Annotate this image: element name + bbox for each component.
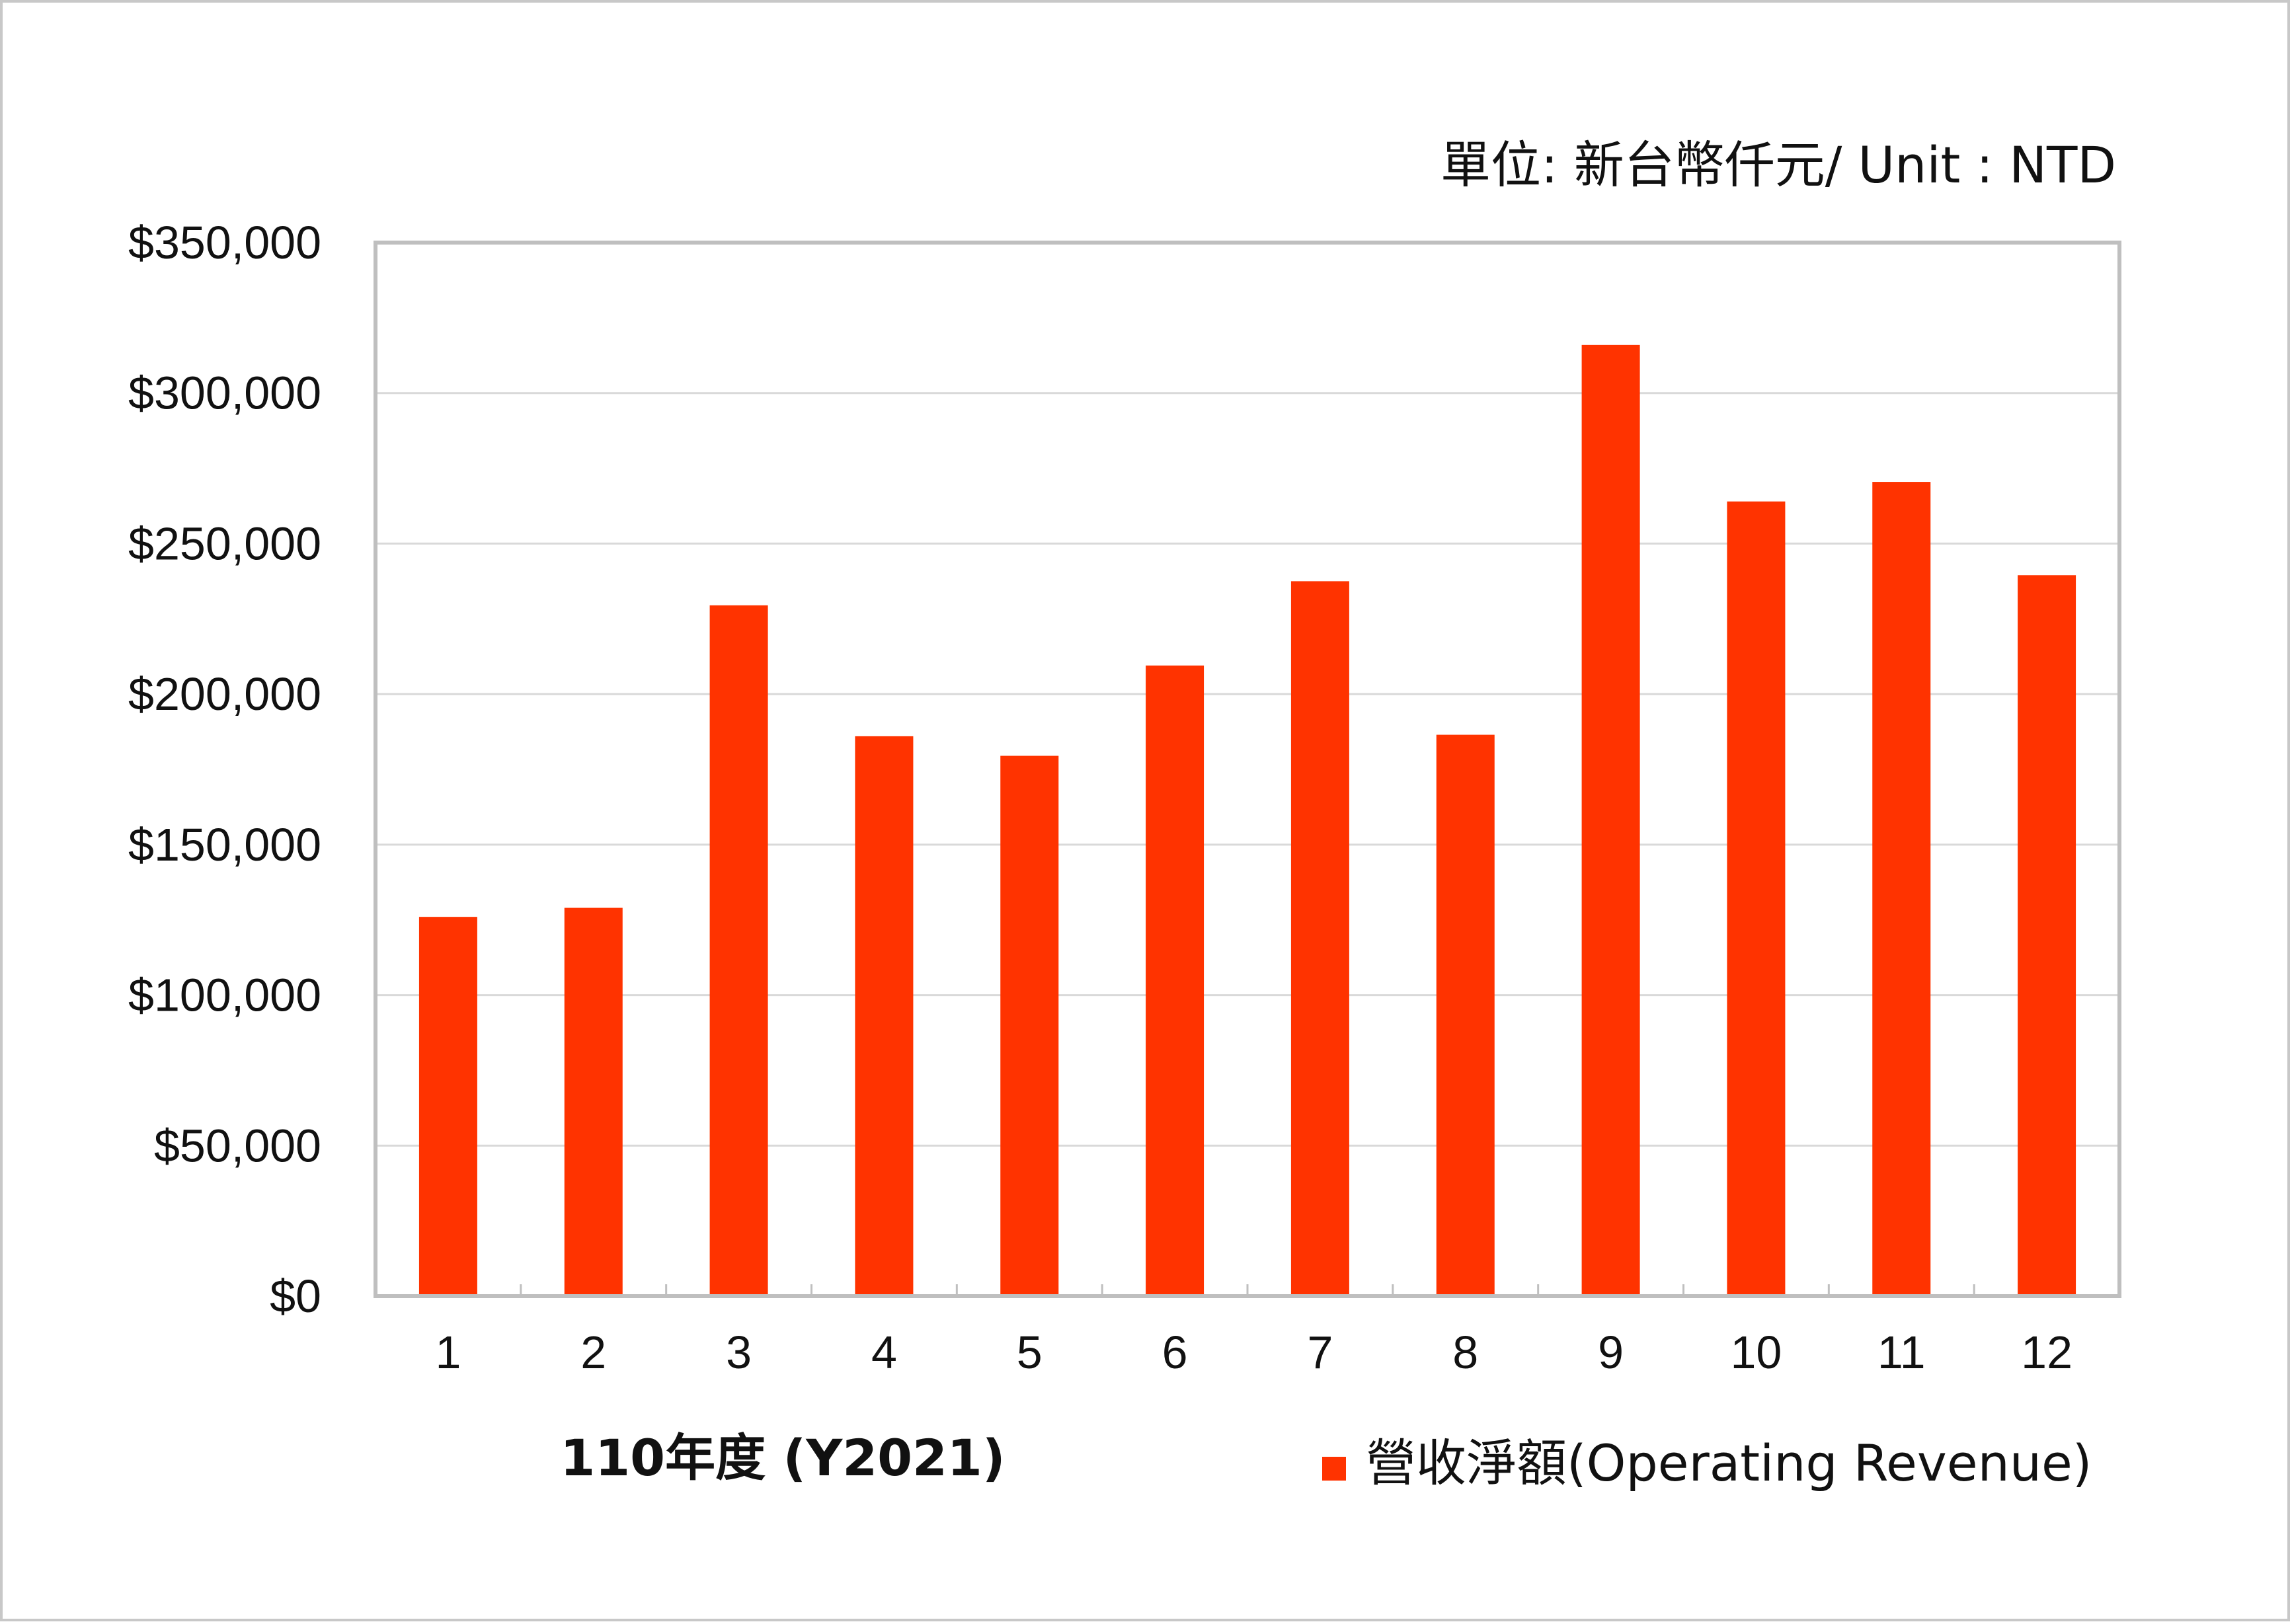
x-tick-label: 7 — [1307, 1327, 1333, 1378]
legend: 營收淨額(Operating Revenue) — [1322, 1434, 2092, 1492]
x-tick-label: 11 — [1877, 1327, 1926, 1378]
y-tick-label: $150,000 — [128, 819, 321, 870]
bar-month-8 — [1436, 734, 1495, 1296]
x-tick-label: 8 — [1452, 1327, 1478, 1378]
bar-month-9 — [1581, 344, 1640, 1296]
y-tick-label: $50,000 — [154, 1120, 321, 1171]
x-tick-label: 4 — [871, 1327, 897, 1378]
x-tick-labels: 1 2 3 4 5 6 7 8 9 10 11 12 — [435, 1327, 2073, 1378]
legend-label: 營收淨額(Operating Revenue) — [1366, 1434, 2092, 1492]
x-tick-label: 2 — [580, 1327, 606, 1378]
bar-month-2 — [564, 908, 623, 1296]
plot-area-border — [374, 241, 2121, 1298]
x-tick-label: 12 — [2021, 1327, 2073, 1378]
x-tick-label: 5 — [1017, 1327, 1043, 1378]
bar-month-4 — [855, 736, 914, 1296]
bars — [418, 344, 2076, 1297]
y-tick-label: $200,000 — [128, 668, 321, 720]
x-axis-title: 110年度 (Y2021) — [560, 1428, 1005, 1487]
bar-month-12 — [2018, 575, 2076, 1297]
bar-month-10 — [1727, 501, 1786, 1296]
y-tick-label: $0 — [270, 1270, 321, 1322]
y-tick-label: $250,000 — [128, 518, 321, 569]
x-tick-label: 1 — [435, 1327, 461, 1378]
y-tick-label: $300,000 — [128, 367, 321, 419]
gridlines — [375, 392, 2119, 1147]
x-tick-label: 3 — [726, 1327, 752, 1378]
x-ticks — [520, 1284, 1975, 1296]
y-tick-label: $350,000 — [128, 217, 321, 268]
legend-swatch — [1322, 1457, 1346, 1481]
y-tick-labels: $0 $50,000 $100,000 $150,000 $200,000 $250,00… — [128, 217, 321, 1322]
y-tick-label: $100,000 — [128, 970, 321, 1021]
bar-month-11 — [1872, 482, 1931, 1297]
bar-month-5 — [1000, 755, 1059, 1296]
x-tick-label: 9 — [1598, 1327, 1624, 1378]
bar-month-7 — [1290, 581, 1349, 1296]
bar-month-1 — [418, 917, 477, 1296]
bar-month-6 — [1146, 665, 1204, 1296]
unit-note: 單位: 新台幣仟元/ Unit : NTD — [1441, 135, 2116, 194]
revenue-bar-chart: 單位: 新台幣仟元/ Unit : NTD $0$50,000$100,000$… — [128, 135, 2121, 1492]
bar-month-3 — [709, 605, 768, 1296]
x-tick-label: 6 — [1162, 1327, 1188, 1378]
x-tick-label: 10 — [1730, 1327, 1782, 1378]
